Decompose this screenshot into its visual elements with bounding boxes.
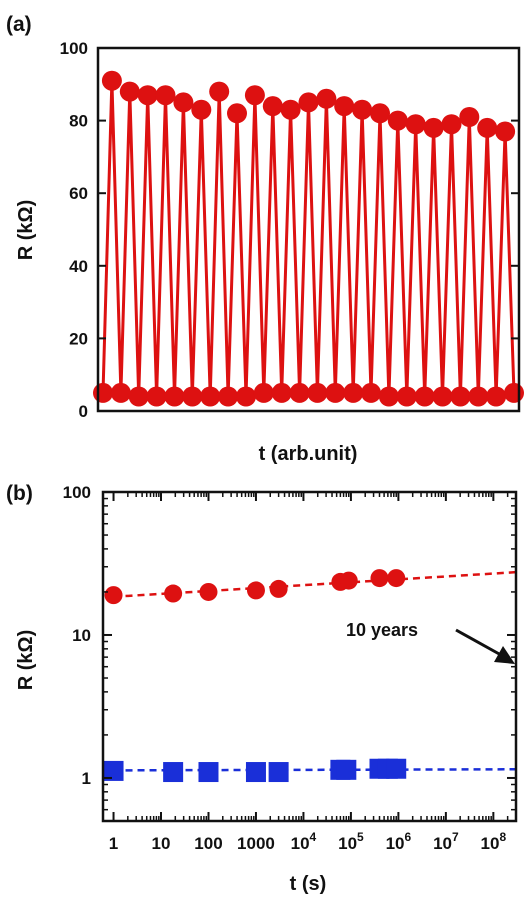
y-tick-label: 20 — [69, 329, 88, 348]
data-point — [110, 382, 131, 403]
panel-b-label: (b) — [6, 482, 33, 505]
data-point — [253, 382, 274, 403]
data-point — [245, 762, 266, 783]
data-point — [378, 386, 399, 407]
y-tick-label: 40 — [69, 257, 88, 276]
x-tick-label: 106 — [386, 830, 412, 853]
data-point — [268, 762, 289, 783]
y-tick-label: 10 — [72, 626, 91, 645]
panel-b-plot — [103, 569, 517, 783]
data-point — [387, 569, 406, 588]
data-point — [269, 579, 288, 598]
x-tick-label: 100 — [194, 834, 222, 853]
trend-line — [113, 570, 517, 599]
annotation-arrow — [455, 628, 515, 664]
panel-b: (b) 1 10 100 1000 104 105 106 107 108 1 10 100 R (… — [6, 482, 518, 895]
panel-b-x-axis-label: t (s) — [290, 873, 327, 895]
data-point — [298, 92, 319, 113]
panel-a-y-ticks: 0 20 40 60 80 100 — [60, 39, 519, 421]
data-point — [103, 760, 124, 781]
data-point — [334, 96, 355, 117]
data-point — [414, 386, 435, 407]
x-tick-label: 1 — [109, 834, 118, 853]
data-point — [396, 386, 417, 407]
data-point — [307, 382, 328, 403]
y-tick-label: 1 — [82, 769, 91, 788]
data-point — [101, 70, 122, 91]
x-tick-label: 108 — [481, 830, 507, 853]
data-point — [191, 99, 212, 120]
data-point — [236, 386, 256, 407]
x-tick-label: 1000 — [237, 834, 275, 853]
data-point — [486, 386, 507, 407]
x-tick-label: 10 — [152, 834, 171, 853]
data-point — [339, 571, 358, 590]
x-tick-label: 105 — [338, 830, 364, 853]
data-point — [432, 386, 453, 407]
panel-a: (a) 0 20 40 60 80 100 R (kΩ) t (arb.unit) — [6, 13, 524, 465]
data-point — [423, 117, 444, 138]
panel-b-y-axis-label: R (kΩ) — [15, 630, 37, 690]
data-point — [468, 386, 489, 407]
data-point — [173, 92, 194, 113]
data-point — [146, 386, 167, 407]
data-point — [325, 382, 346, 403]
data-point — [198, 762, 219, 783]
data-point — [119, 81, 140, 102]
data-point — [200, 386, 221, 407]
data-point — [343, 382, 364, 403]
panel-a-y-axis-label: R (kΩ) — [15, 200, 37, 260]
data-point — [495, 121, 516, 142]
panel-a-label: (a) — [6, 13, 32, 36]
data-point — [227, 103, 247, 124]
y-tick-label: 80 — [69, 112, 88, 131]
data-point — [386, 758, 407, 779]
data-point — [405, 114, 426, 135]
data-point — [218, 386, 239, 407]
data-point — [246, 581, 265, 600]
data-point — [244, 85, 265, 106]
data-point — [387, 110, 408, 131]
data-point — [336, 759, 357, 780]
data-point — [352, 99, 373, 120]
data-point — [271, 382, 292, 403]
data-point — [441, 114, 462, 135]
panel-a-plot — [93, 70, 524, 407]
panel-b-x-ticks: 1 10 100 1000 104 105 106 107 108 — [109, 492, 517, 853]
annotation-10-years: 10 years — [346, 620, 418, 640]
data-point — [164, 584, 183, 603]
data-point — [104, 586, 123, 605]
data-point — [477, 117, 498, 138]
data-point — [182, 386, 203, 407]
data-point — [128, 386, 149, 407]
data-point — [93, 382, 113, 403]
x-tick-label: 107 — [433, 830, 459, 853]
y-tick-label: 60 — [69, 184, 88, 203]
y-tick-label: 100 — [60, 39, 88, 58]
data-point — [316, 88, 337, 109]
data-point — [262, 96, 283, 117]
panel-a-frame — [96, 46, 521, 413]
panel-b-y-ticks: 1 10 100 — [63, 483, 516, 822]
data-point — [361, 382, 381, 403]
data-point — [137, 85, 158, 106]
data-point — [155, 85, 176, 106]
data-point — [459, 107, 480, 127]
data-point — [209, 81, 230, 102]
data-point — [370, 103, 390, 124]
data-point — [370, 569, 389, 588]
x-tick-label: 104 — [291, 830, 317, 853]
data-point — [504, 382, 524, 403]
y-tick-label: 0 — [79, 402, 88, 421]
data-point — [199, 582, 218, 601]
data-point — [163, 762, 184, 783]
data-point — [450, 386, 471, 407]
data-point — [164, 386, 185, 407]
data-point — [280, 99, 301, 120]
data-point — [289, 382, 310, 403]
y-tick-label: 100 — [63, 483, 91, 502]
panel-a-x-axis-label: t (arb.unit) — [259, 443, 358, 465]
